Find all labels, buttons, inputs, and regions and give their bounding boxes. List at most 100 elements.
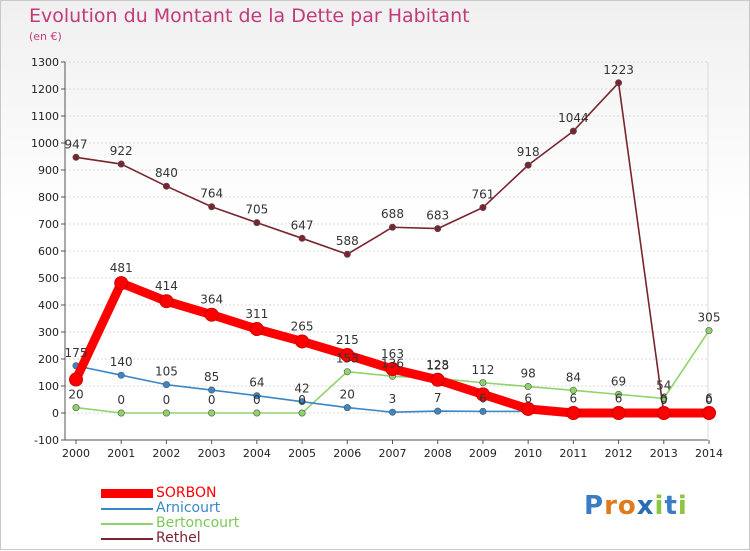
logo-letter: P <box>584 491 605 521</box>
data-point-bertoncourt <box>479 379 487 387</box>
y-tick-label: 1000 <box>31 137 59 150</box>
data-point-rethel <box>208 203 216 211</box>
data-point-sorbon <box>249 322 264 337</box>
data-label-sorbon: 215 <box>336 333 359 347</box>
y-tick-label: 0 <box>52 407 59 420</box>
data-label-rethel: 647 <box>291 218 314 232</box>
data-point-rethel <box>615 79 623 87</box>
legend-label: SORBON <box>156 485 217 501</box>
x-tick-label: 2004 <box>243 447 271 460</box>
legend-swatch <box>101 522 153 525</box>
data-label-bertoncourt: 84 <box>566 370 581 384</box>
data-point-bertoncourt <box>253 409 261 417</box>
x-tick-label: 2000 <box>62 447 90 460</box>
data-label-bertoncourt: 69 <box>611 374 626 388</box>
data-point-sorbon <box>521 401 536 416</box>
data-label-bertoncourt: 0 <box>208 393 216 407</box>
data-point-arnicourt <box>208 386 216 394</box>
data-label-bertoncourt: 136 <box>381 356 404 370</box>
data-label-bertoncourt: 153 <box>336 352 359 366</box>
data-point-sorbon <box>204 307 219 322</box>
data-label-rethel: 918 <box>517 145 540 159</box>
data-label-arnicourt: 42 <box>294 382 309 396</box>
data-label-arnicourt: 20 <box>340 388 355 402</box>
x-tick-label: 2003 <box>198 447 226 460</box>
logo-letter: i <box>654 491 665 521</box>
data-point-arnicourt <box>298 398 306 406</box>
data-label-bertoncourt: 20 <box>68 388 83 402</box>
data-label-bertoncourt: 128 <box>426 358 449 372</box>
y-tick-label: 700 <box>38 218 59 231</box>
data-label-arnicourt: 140 <box>110 355 133 369</box>
data-label-bertoncourt: 305 <box>698 311 721 325</box>
data-point-sorbon <box>295 334 310 349</box>
legend-label: Rethel <box>156 530 201 546</box>
data-point-sorbon <box>611 406 626 420</box>
data-label-rethel: 588 <box>336 234 359 248</box>
data-point-bertoncourt <box>524 383 532 391</box>
data-label-arnicourt: 105 <box>155 365 178 379</box>
data-label-rethel: 947 <box>65 137 88 151</box>
data-label-sorbon: 414 <box>155 279 178 293</box>
data-label-sorbon: 163 <box>381 347 404 361</box>
x-tick-label: 2010 <box>514 447 542 460</box>
data-label-arnicourt: 85 <box>204 370 219 384</box>
data-point-bertoncourt <box>298 409 306 417</box>
data-label-bertoncourt: 0 <box>163 393 171 407</box>
data-point-sorbon <box>566 406 581 420</box>
legend-swatch <box>101 489 153 498</box>
y-tick-label: 100 <box>38 380 59 393</box>
data-point-arnicourt <box>434 407 442 415</box>
data-point-sorbon <box>430 372 445 387</box>
legend-label: Bertoncourt <box>156 515 240 531</box>
data-point-bertoncourt <box>208 409 216 417</box>
y-tick-label: 800 <box>38 191 59 204</box>
data-point-sorbon <box>702 406 716 420</box>
x-tick-label: 2009 <box>469 447 497 460</box>
data-point-rethel <box>524 161 532 169</box>
x-tick-label: 2002 <box>152 447 180 460</box>
x-tick-label: 2006 <box>333 447 361 460</box>
data-point-bertoncourt <box>343 368 351 376</box>
data-label-sorbon: 481 <box>110 261 133 275</box>
data-label-bertoncourt: 54 <box>656 378 671 392</box>
data-point-rethel <box>388 223 396 231</box>
data-point-bertoncourt <box>660 394 668 402</box>
x-tick-label: 2014 <box>695 447 723 460</box>
data-point-sorbon <box>656 406 671 420</box>
data-label-sorbon: 265 <box>291 319 314 333</box>
data-point-rethel <box>162 182 170 190</box>
data-point-bertoncourt <box>162 409 170 417</box>
data-label-rethel: 922 <box>110 144 133 158</box>
y-tick-label: 400 <box>38 299 59 312</box>
data-label-bertoncourt: 0 <box>117 393 125 407</box>
y-tick-label: 500 <box>38 272 59 285</box>
data-point-rethel <box>434 225 442 233</box>
data-point-rethel <box>72 153 80 161</box>
y-tick-label: 900 <box>38 164 59 177</box>
logo-letter: t <box>664 491 678 521</box>
data-label-arnicourt: 7 <box>434 391 442 405</box>
data-point-bertoncourt <box>569 386 577 394</box>
data-point-rethel <box>569 127 577 135</box>
data-label-rethel: 761 <box>471 188 494 202</box>
data-label-rethel: 1223 <box>603 63 634 77</box>
proxiti-logo: Proxiti <box>584 491 688 521</box>
data-point-sorbon <box>114 276 129 291</box>
legend-label: Arnicourt <box>156 500 221 516</box>
data-point-bertoncourt <box>615 390 623 398</box>
data-label-sorbon: 364 <box>200 293 223 307</box>
data-point-bertoncourt <box>117 409 125 417</box>
data-point-rethel <box>298 234 306 242</box>
data-point-arnicourt <box>162 381 170 389</box>
data-point-rethel <box>253 219 261 227</box>
y-tick-label: -100 <box>34 434 59 447</box>
y-tick-label: 1200 <box>31 83 59 96</box>
data-label-arnicourt: 6 <box>705 391 713 405</box>
y-tick-label: 300 <box>38 326 59 339</box>
data-label-bertoncourt: 98 <box>521 367 536 381</box>
data-label-bertoncourt: 0 <box>298 393 306 407</box>
data-label-sorbon: 123 <box>426 358 449 372</box>
data-label-arnicourt: 6 <box>570 391 578 405</box>
